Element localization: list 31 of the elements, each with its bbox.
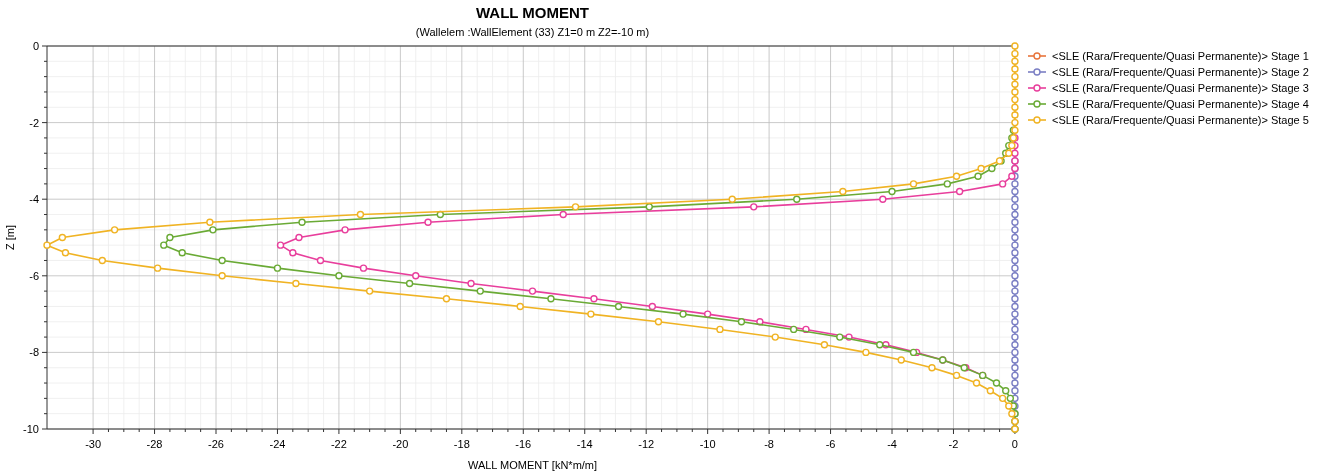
y-tick-label: 0 (32, 40, 39, 52)
x-tick-label: 0 (1011, 438, 1018, 450)
chart-title: WALL MOMENT (475, 4, 590, 21)
x-tick-label: -8 (764, 438, 774, 450)
x-tick-label: -30 (85, 438, 102, 450)
chart-subtitle: (Wallelem :WallElement (33) Z1=0 m Z2=-10 m) (415, 26, 650, 38)
x-tick-label: -26 (208, 438, 224, 450)
x-tick-label: -12 (638, 438, 655, 450)
legend-label: <SLE (Rara/Frequente/Quasi Permanente)> Stage 2 (1052, 66, 1309, 78)
y-axis-title: Z [m] (4, 224, 16, 251)
y-tick-label: -2 (29, 116, 39, 129)
x-tick-label: -6 (825, 438, 836, 450)
legend-label: <SLE (Rara/Frequente/Quasi Permanente)> Stage 5 (1052, 114, 1309, 126)
legend-label: <SLE (Rara/Frequente/Quasi Permanente)> Stage 3 (1052, 82, 1309, 94)
y-tick-label: -8 (29, 346, 39, 359)
x-axis-title: WALL MOMENT [kN*m/m] (467, 459, 598, 471)
y-tick-label: -10 (23, 423, 39, 435)
x-tick-label: -28 (146, 438, 163, 450)
x-tick-label: -2 (948, 438, 959, 450)
x-tick-label: -16 (515, 438, 532, 450)
y-tick-label: -4 (29, 193, 39, 206)
x-tick-label: -10 (699, 438, 716, 450)
x-tick-label: -20 (392, 438, 409, 450)
x-tick-label: -4 (887, 438, 897, 450)
x-tick-label: -22 (330, 438, 347, 450)
x-tick-label: -18 (453, 438, 470, 450)
legend-label: <SLE (Rara/Frequente/Quasi Permanente)> Stage 4 (1052, 98, 1309, 110)
y-tick-label: -6 (29, 269, 39, 282)
x-tick-label: -14 (576, 438, 593, 450)
x-tick-label: -24 (269, 438, 286, 450)
legend-label: <SLE (Rara/Frequente/Quasi Permanente)> Stage 1 (1052, 50, 1309, 62)
